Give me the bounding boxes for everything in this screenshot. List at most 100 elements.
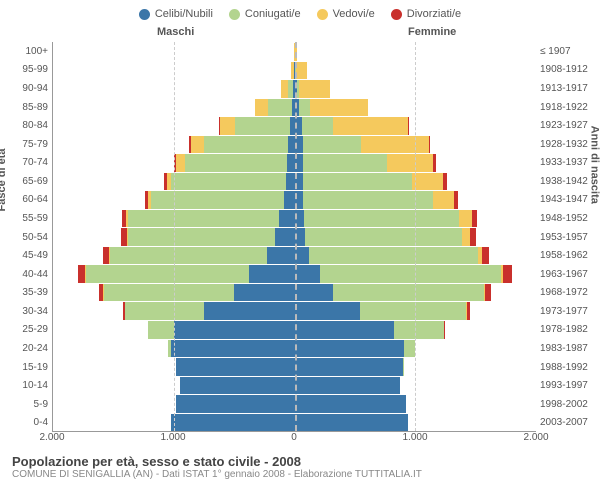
- legend-swatch: [139, 9, 150, 20]
- age-label: 65-69: [8, 172, 52, 191]
- y-axis-ages: 100+95-9990-9485-8980-8475-7970-7465-696…: [8, 42, 52, 432]
- bar-segment: [361, 136, 429, 154]
- legend-label: Coniugati/e: [245, 8, 301, 20]
- bar-segment: [174, 321, 295, 339]
- header-female: Femmine: [408, 26, 456, 38]
- bar-segment: [404, 340, 415, 358]
- x-tick: 2.000: [523, 432, 548, 443]
- bar-segment: [394, 321, 445, 339]
- age-label: 95-99: [8, 61, 52, 80]
- bar-segment: [281, 80, 288, 98]
- bar-segment: [299, 99, 310, 117]
- year-label: 1973-1977: [540, 302, 592, 321]
- bar-segment: [128, 228, 275, 246]
- legend-swatch: [317, 9, 328, 20]
- bar-segment: [303, 154, 388, 172]
- year-label: 1923-1927: [540, 116, 592, 135]
- bar-segment: [191, 136, 204, 154]
- chart-subtitle: COMUNE DI SENIGALLIA (AN) - Dati ISTAT 1…: [12, 469, 588, 480]
- y-axis-years: ≤ 19071908-19121913-19171918-19221923-19…: [536, 42, 592, 432]
- bar-segment: [267, 247, 295, 265]
- year-label: 1963-1967: [540, 265, 592, 284]
- bar-segment: [333, 117, 408, 135]
- gridline: [174, 42, 175, 431]
- bar-segment: [485, 284, 491, 302]
- year-label: 1968-1972: [540, 284, 592, 303]
- bar-segment: [125, 302, 203, 320]
- bar-segment: [429, 136, 431, 154]
- bar-segment: [295, 358, 404, 376]
- age-label: 55-59: [8, 209, 52, 228]
- bar-segment: [295, 284, 334, 302]
- bar-segment: [309, 247, 478, 265]
- year-label: 1978-1982: [540, 321, 592, 340]
- year-label: 1928-1932: [540, 135, 592, 154]
- age-label: 5-9: [8, 395, 52, 414]
- age-label: 15-19: [8, 358, 52, 377]
- bar-segment: [295, 414, 409, 432]
- bar-segment: [295, 340, 405, 358]
- year-label: 1998-2002: [540, 395, 592, 414]
- y-axis-label-right: Anni di nascita: [588, 126, 600, 204]
- bar-segment: [284, 191, 295, 209]
- bar-segment: [176, 395, 294, 413]
- gender-headers: Maschi Femmine: [8, 26, 592, 42]
- bar-segment: [387, 154, 433, 172]
- bar-segment: [303, 173, 412, 191]
- year-label: 1918-1922: [540, 98, 592, 117]
- bar-segment: [303, 136, 361, 154]
- bar-segment: [185, 154, 288, 172]
- bar-segment: [234, 284, 294, 302]
- age-label: 40-44: [8, 265, 52, 284]
- year-label: 1958-1962: [540, 246, 592, 265]
- legend-label: Celibi/Nubili: [155, 8, 213, 20]
- bars-area: [52, 42, 536, 432]
- legend-item: Coniugati/e: [229, 8, 301, 20]
- population-pyramid-chart: Celibi/NubiliConiugati/eVedovi/eDivorzia…: [0, 0, 600, 500]
- bar-segment: [86, 265, 249, 283]
- bar-segment: [295, 321, 394, 339]
- bar-segment: [204, 302, 295, 320]
- age-label: 100+: [8, 42, 52, 61]
- header-male: Maschi: [157, 26, 194, 38]
- bar-segment: [433, 154, 436, 172]
- legend-item: Celibi/Nubili: [139, 8, 213, 20]
- bar-segment: [249, 265, 295, 283]
- year-label: 1913-1917: [540, 79, 592, 98]
- bar-segment: [287, 154, 294, 172]
- age-label: 80-84: [8, 116, 52, 135]
- bar-segment: [171, 173, 286, 191]
- bar-segment: [320, 265, 501, 283]
- bar-segment: [305, 228, 462, 246]
- age-label: 90-94: [8, 79, 52, 98]
- bar-segment: [454, 191, 458, 209]
- bar-segment: [275, 228, 294, 246]
- age-label: 20-24: [8, 339, 52, 358]
- age-label: 35-39: [8, 284, 52, 303]
- bar-segment: [268, 99, 292, 117]
- bar-segment: [220, 117, 236, 135]
- bar-segment: [503, 265, 511, 283]
- age-label: 75-79: [8, 135, 52, 154]
- age-label: 85-89: [8, 98, 52, 117]
- bar-segment: [255, 99, 268, 117]
- bar-segment: [295, 395, 406, 413]
- year-label: ≤ 1907: [540, 42, 592, 61]
- bar-segment: [482, 247, 489, 265]
- bar-segment: [299, 80, 329, 98]
- year-label: 1908-1912: [540, 61, 592, 80]
- age-label: 45-49: [8, 246, 52, 265]
- bar-segment: [104, 284, 234, 302]
- bar-segment: [235, 117, 289, 135]
- bar-segment: [444, 321, 445, 339]
- bar-segment: [171, 414, 294, 432]
- bar-segment: [403, 358, 404, 376]
- bar-segment: [279, 210, 295, 228]
- year-label: 1993-1997: [540, 376, 592, 395]
- year-label: 1983-1987: [540, 339, 592, 358]
- bar-segment: [472, 210, 477, 228]
- legend-swatch: [391, 9, 402, 20]
- bar-segment: [110, 247, 267, 265]
- year-label: 1988-1992: [540, 358, 592, 377]
- year-label: 1933-1937: [540, 153, 592, 172]
